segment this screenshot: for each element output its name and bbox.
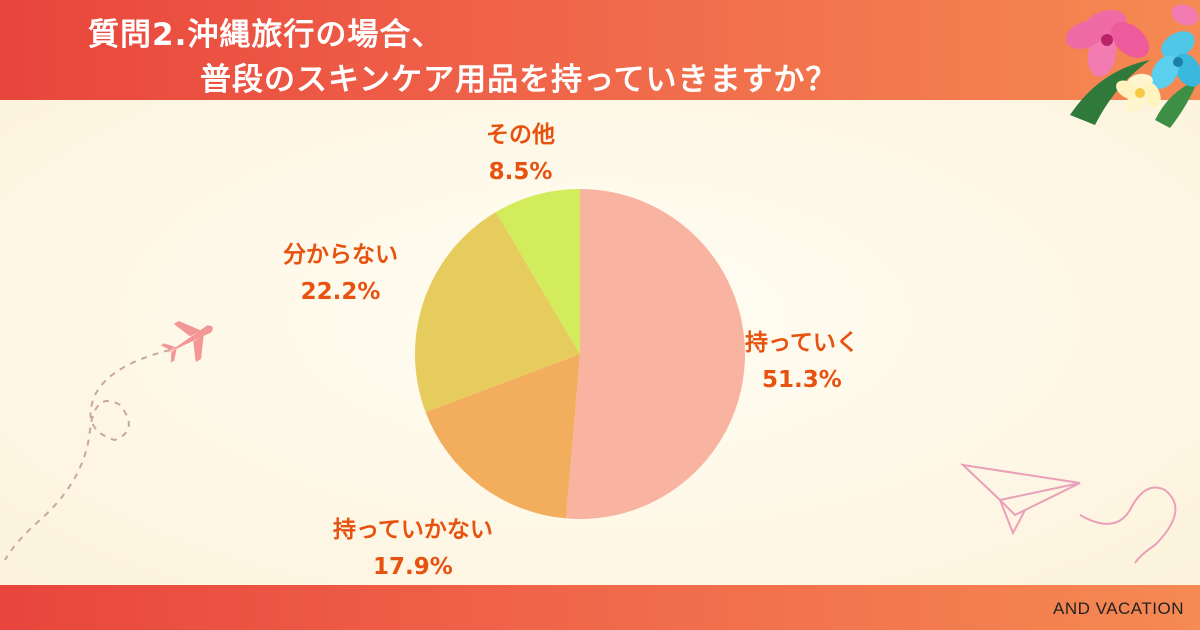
slice-label-unknown: 分からない 22.2% xyxy=(283,237,398,311)
slice-label-value: 51.3% xyxy=(762,367,842,393)
pie-slice-1 xyxy=(425,354,580,519)
slice-label-other: その他 8.5% xyxy=(486,117,555,191)
pie-slice-0 xyxy=(566,189,746,519)
footer-banner: AND VACATION xyxy=(0,585,1200,630)
slice-label-value: 8.5% xyxy=(488,159,553,185)
pie-slice-2 xyxy=(415,212,580,413)
slice-label-text: 分からない xyxy=(283,242,398,268)
title-line-2: 普段のスキンケア用品を持っていきますか？ xyxy=(200,62,838,98)
slice-label-not-bring: 持っていかない 17.9% xyxy=(333,512,493,586)
paper-plane-decoration xyxy=(959,463,1177,564)
slice-label-text: 持っていく xyxy=(745,330,859,356)
header-banner: 質問2.沖縄旅行の場合、 普段のスキンケア用品を持っていきますか？ xyxy=(0,0,1200,100)
airplane-icon xyxy=(160,320,213,363)
dashed-flight-path xyxy=(4,349,171,561)
brand-name: AND VACATION xyxy=(1053,599,1184,618)
hibiscus-pink-icon xyxy=(1065,9,1150,77)
paper-plane-trail xyxy=(1079,486,1177,564)
palm-leaf-icon xyxy=(1070,60,1198,128)
airplane-decoration xyxy=(4,320,213,561)
slice-label-text: 持っていかない xyxy=(333,517,493,543)
slice-label-value: 17.9% xyxy=(373,554,453,580)
slice-label-value: 22.2% xyxy=(300,279,381,305)
paper-plane-icon xyxy=(959,463,1081,536)
slice-label-text: その他 xyxy=(486,122,555,148)
title-line-1: 質問2.沖縄旅行の場合、 xyxy=(88,17,444,53)
flower-decoration xyxy=(1065,4,1200,128)
slice-label-keep: 持っていく 51.3% xyxy=(745,325,859,399)
hibiscus-blue-icon xyxy=(1151,4,1200,89)
plumeria-icon xyxy=(1116,73,1161,113)
pie-slice-3 xyxy=(495,189,580,354)
